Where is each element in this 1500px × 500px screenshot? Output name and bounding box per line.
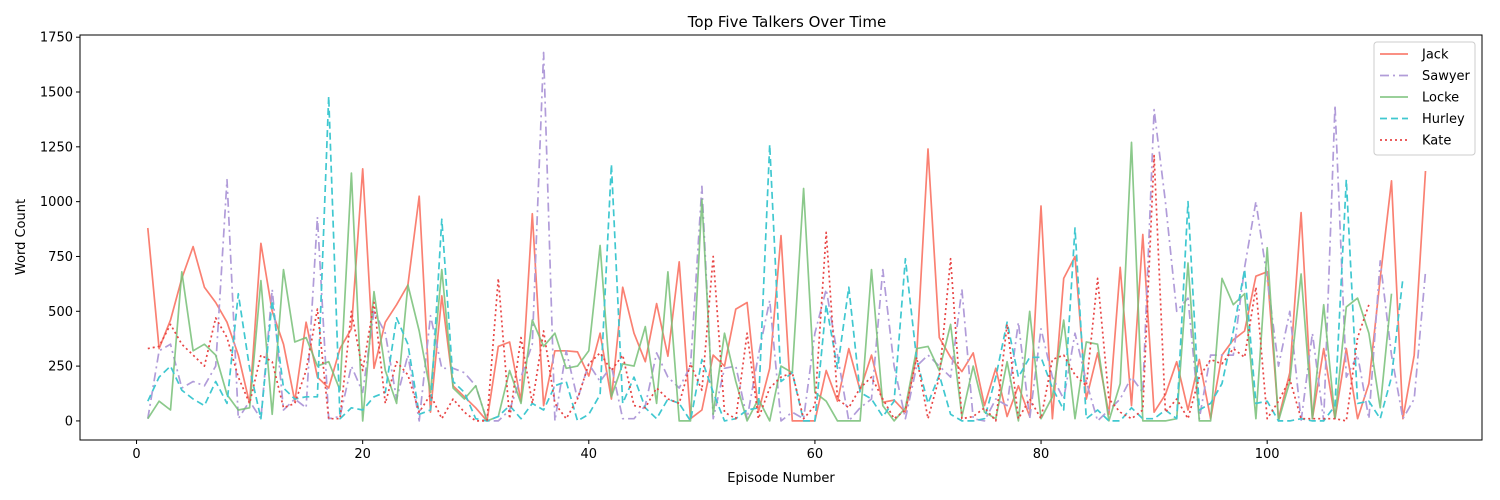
legend-label-sawyer: Sawyer: [1422, 69, 1471, 84]
legend: Jack Sawyer Locke Hurley Kate: [1373, 41, 1476, 156]
x-axis-label: Episode Number: [727, 471, 835, 486]
y-axis-label: Word Count: [14, 199, 29, 275]
series-line-kate: [147, 154, 1370, 422]
plot-frame: [79, 34, 1483, 441]
y-tick-label: 1500: [40, 86, 73, 101]
y-tick-label: 500: [48, 305, 73, 320]
legend-label-hurley: Hurley: [1422, 112, 1465, 127]
plot-area: [146, 51, 1427, 422]
y-tick-label: 1250: [40, 140, 73, 155]
legend-box: [1373, 41, 1476, 156]
series-line-locke: [147, 141, 1393, 422]
y-tick-label: 750: [48, 250, 73, 265]
y-tick-label: 1000: [40, 195, 73, 210]
x-tick-label: 40: [581, 447, 598, 462]
x-axis: 0 20 40 60 80 100: [132, 440, 1280, 462]
x-tick-label: 20: [354, 447, 371, 462]
y-tick-label: 250: [48, 360, 73, 375]
x-tick-label: 100: [1255, 447, 1280, 462]
y-axis: 0 250 500 750 1000 1250 1500 1750: [40, 31, 80, 429]
legend-label-locke: Locke: [1422, 91, 1459, 106]
chart-title: Top Five Talkers Over Time: [687, 13, 886, 31]
x-tick-label: 80: [1033, 447, 1050, 462]
legend-label-jack: Jack: [1421, 48, 1449, 63]
y-tick-label: 0: [65, 414, 73, 429]
legend-label-kate: Kate: [1422, 134, 1451, 149]
x-tick-label: 0: [132, 447, 140, 462]
series-line-jack: [146, 148, 1427, 422]
y-tick-label: 1750: [40, 31, 73, 46]
series-line-hurley: [147, 95, 1404, 422]
x-tick-label: 60: [807, 447, 824, 462]
series-line-sawyer: [146, 51, 1427, 422]
